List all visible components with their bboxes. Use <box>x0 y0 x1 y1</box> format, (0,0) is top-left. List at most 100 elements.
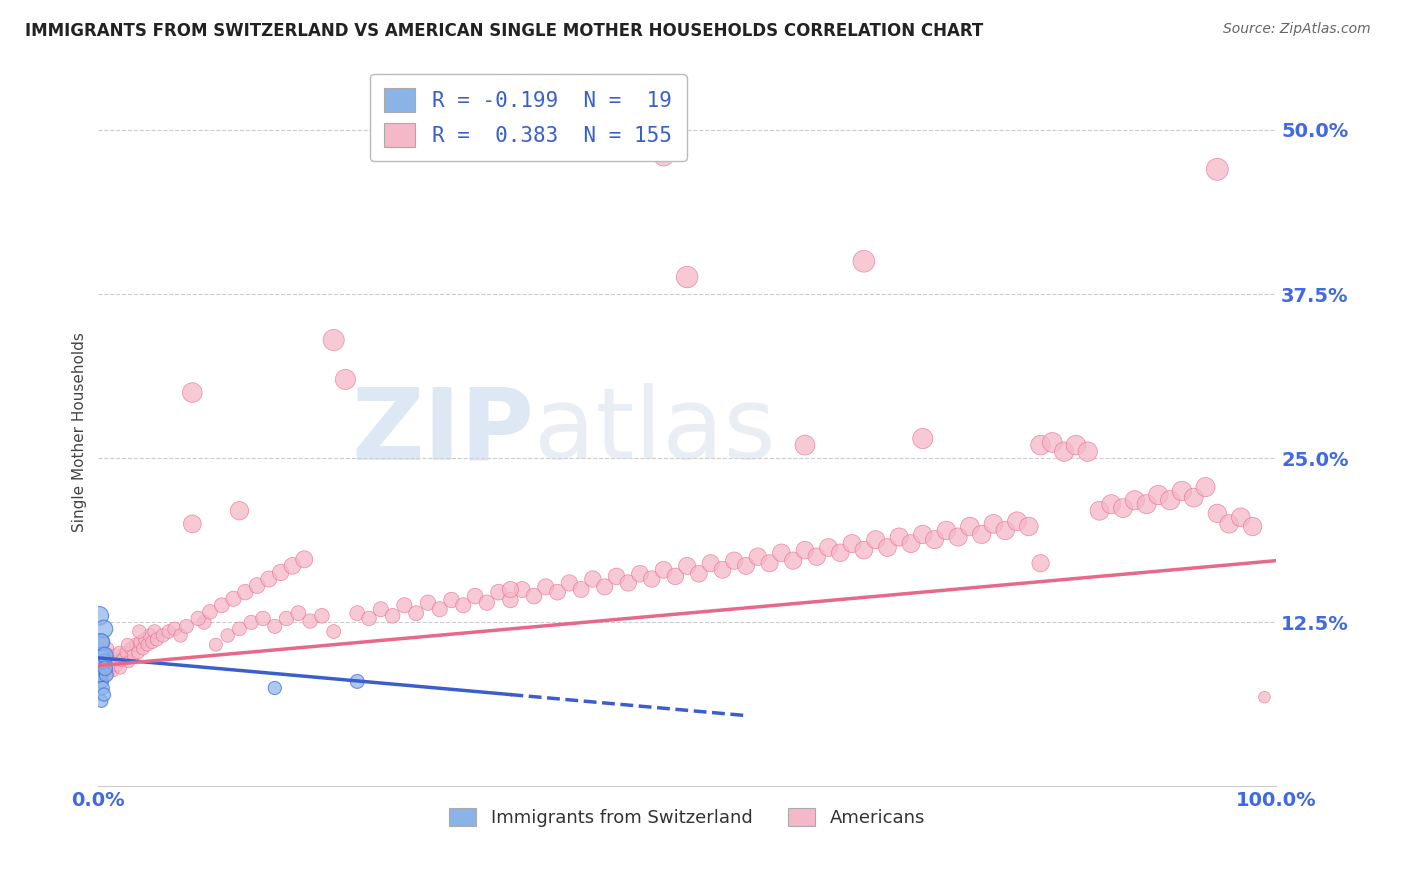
Point <box>1194 480 1216 494</box>
Point <box>911 432 934 446</box>
Point <box>1029 556 1052 570</box>
Point <box>652 563 675 577</box>
Point <box>157 624 180 639</box>
Point <box>1123 493 1146 508</box>
Point <box>1029 438 1052 452</box>
Point <box>911 527 934 541</box>
Point <box>270 566 292 580</box>
Point <box>89 668 111 682</box>
Point <box>1171 484 1194 499</box>
Point <box>98 664 121 678</box>
Point <box>959 519 981 533</box>
Point <box>416 596 439 610</box>
Point <box>107 653 129 667</box>
Point <box>141 635 163 649</box>
Point <box>292 552 315 566</box>
Point <box>534 580 557 594</box>
Point <box>91 681 114 695</box>
Point <box>134 632 156 647</box>
Point <box>676 270 699 285</box>
Point <box>139 628 162 642</box>
Point <box>263 681 285 695</box>
Point <box>198 605 221 619</box>
Point <box>299 614 322 628</box>
Point <box>699 556 721 570</box>
Point <box>217 628 239 642</box>
Point <box>924 533 946 547</box>
Point <box>876 541 898 555</box>
Point <box>89 635 111 649</box>
Point <box>101 650 124 665</box>
Point <box>240 615 263 630</box>
Point <box>105 658 128 673</box>
Point <box>96 668 118 682</box>
Point <box>281 558 304 573</box>
Point <box>93 688 115 702</box>
Point <box>770 546 793 560</box>
Point <box>143 624 166 639</box>
Point <box>110 653 132 667</box>
Point <box>335 372 357 386</box>
Point <box>257 572 280 586</box>
Point <box>91 661 114 675</box>
Point <box>117 638 139 652</box>
Point <box>394 599 416 613</box>
Point <box>322 333 344 347</box>
Point <box>983 516 1005 531</box>
Point <box>1018 519 1040 533</box>
Point <box>994 524 1017 538</box>
Point <box>475 596 498 610</box>
Point <box>346 674 368 689</box>
Point <box>440 593 463 607</box>
Point <box>711 563 734 577</box>
Point <box>464 589 486 603</box>
Point <box>89 655 111 669</box>
Point <box>1147 488 1170 502</box>
Point <box>94 648 117 663</box>
Point <box>136 638 159 652</box>
Point <box>1053 444 1076 458</box>
Point <box>176 619 198 633</box>
Point <box>94 661 117 675</box>
Point <box>1099 497 1122 511</box>
Point <box>935 524 957 538</box>
Point <box>628 566 651 581</box>
Point <box>146 632 169 647</box>
Point <box>103 655 125 669</box>
Point <box>125 638 148 652</box>
Point <box>593 580 616 594</box>
Point <box>1241 519 1264 533</box>
Point <box>946 530 969 544</box>
Point <box>122 648 145 663</box>
Point <box>488 585 510 599</box>
Point <box>90 661 112 675</box>
Point <box>287 606 309 620</box>
Point <box>405 606 427 620</box>
Point <box>93 648 115 663</box>
Point <box>817 541 839 555</box>
Point <box>357 611 380 625</box>
Point <box>1230 510 1253 524</box>
Point <box>1136 497 1159 511</box>
Point <box>852 543 875 558</box>
Point <box>91 635 114 649</box>
Point <box>499 593 522 607</box>
Point <box>569 582 592 597</box>
Text: ZIP: ZIP <box>352 384 534 481</box>
Point <box>1005 514 1028 528</box>
Point <box>322 624 344 639</box>
Point <box>120 641 142 656</box>
Point <box>582 572 605 586</box>
Point <box>794 438 817 452</box>
Point <box>211 599 233 613</box>
Point <box>89 648 111 663</box>
Point <box>118 655 141 669</box>
Point <box>346 606 368 620</box>
Y-axis label: Single Mother Households: Single Mother Households <box>72 332 87 532</box>
Text: atlas: atlas <box>534 384 776 481</box>
Point <box>865 533 887 547</box>
Point <box>723 554 745 568</box>
Point <box>370 602 392 616</box>
Point <box>228 622 250 636</box>
Point <box>115 646 138 660</box>
